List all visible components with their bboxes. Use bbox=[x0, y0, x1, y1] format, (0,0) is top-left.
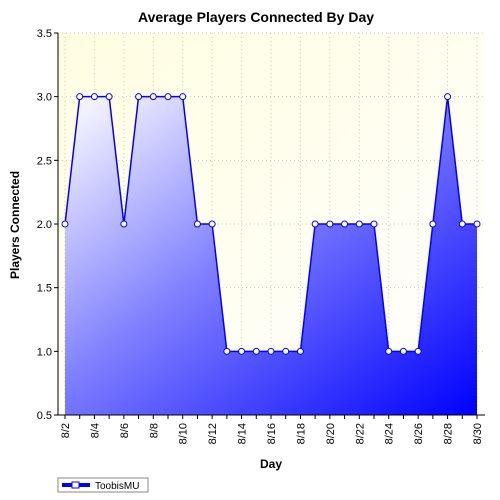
data-point bbox=[414, 347, 422, 355]
x-tick-label: 8/20 bbox=[325, 423, 337, 444]
legend-box bbox=[57, 477, 149, 493]
data-point bbox=[76, 93, 84, 101]
data-point bbox=[341, 220, 349, 228]
data-point bbox=[267, 347, 275, 355]
y-tick-label: 1.0 bbox=[37, 346, 52, 358]
x-axis-ticks: 8/2 8/4 8/6 8/8 8/10 8/12 8/14 8/16 8/18 8/20 8/22… bbox=[60, 415, 484, 444]
data-point bbox=[370, 220, 378, 228]
y-axis-label: Players Connected bbox=[8, 171, 22, 279]
y-tick-label: 2.0 bbox=[37, 219, 52, 231]
y-tick-label: 3.0 bbox=[37, 92, 52, 104]
series-area bbox=[65, 96, 477, 416]
data-point bbox=[223, 347, 231, 355]
x-tick-label: 8/10 bbox=[178, 423, 190, 444]
data-point bbox=[193, 220, 201, 228]
x-tick-label: 8/14 bbox=[237, 423, 249, 444]
data-point bbox=[90, 93, 98, 101]
data-point bbox=[105, 93, 113, 101]
data-point bbox=[238, 347, 246, 355]
legend-label: ToobisMU bbox=[95, 481, 139, 492]
data-point bbox=[164, 93, 172, 101]
data-point bbox=[385, 347, 393, 355]
data-point bbox=[399, 347, 407, 355]
y-tick-label: 2.5 bbox=[37, 155, 52, 167]
x-tick-label: 8/24 bbox=[384, 423, 396, 444]
legend-swatch-marker bbox=[71, 481, 80, 489]
series-points bbox=[61, 93, 481, 355]
x-tick-label: 8/26 bbox=[413, 423, 425, 444]
legend: ToobisMU bbox=[57, 477, 149, 493]
x-tick-label: 8/30 bbox=[472, 423, 484, 444]
data-point bbox=[444, 93, 452, 101]
y-tick-label: 1.5 bbox=[37, 283, 52, 295]
chart-title: Average Players Connected By Day bbox=[138, 9, 374, 25]
y-tick-label: 3.5 bbox=[37, 28, 52, 40]
x-tick-label: 8/6 bbox=[119, 423, 131, 438]
data-point bbox=[355, 220, 363, 228]
data-point bbox=[311, 220, 319, 228]
x-tick-label: 8/12 bbox=[207, 423, 219, 444]
data-point bbox=[458, 220, 466, 228]
data-point bbox=[208, 220, 216, 228]
data-point bbox=[252, 347, 260, 355]
data-point bbox=[429, 220, 437, 228]
data-point bbox=[282, 347, 290, 355]
x-tick-label: 8/16 bbox=[266, 423, 278, 444]
data-point bbox=[149, 93, 157, 101]
data-point bbox=[179, 93, 187, 101]
x-tick-label: 8/4 bbox=[89, 423, 101, 438]
data-point bbox=[296, 347, 304, 355]
y-axis-ticks: 0.5 1.0 1.5 2.0 2.5 3.0 3.5 bbox=[37, 28, 58, 422]
y-tick-label: 0.5 bbox=[37, 410, 52, 422]
x-tick-label: 8/22 bbox=[354, 423, 366, 444]
data-point bbox=[135, 93, 143, 101]
x-tick-label: 8/2 bbox=[60, 423, 72, 438]
data-point bbox=[326, 220, 334, 228]
x-tick-label: 8/28 bbox=[443, 423, 455, 444]
data-point bbox=[473, 220, 481, 228]
x-axis-label: Day bbox=[260, 457, 282, 471]
data-point bbox=[61, 220, 69, 228]
data-point bbox=[120, 220, 128, 228]
x-tick-label: 8/8 bbox=[148, 423, 160, 438]
x-tick-label: 8/18 bbox=[295, 423, 307, 444]
